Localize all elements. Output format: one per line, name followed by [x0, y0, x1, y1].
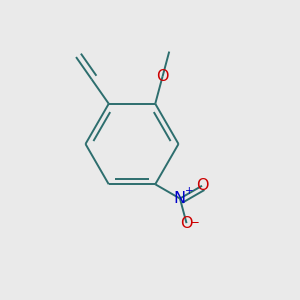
Text: −: −	[190, 216, 200, 229]
Text: O: O	[196, 178, 208, 193]
Text: N: N	[174, 191, 186, 206]
Text: +: +	[184, 186, 193, 196]
Text: O: O	[180, 216, 193, 231]
Text: O: O	[156, 69, 169, 84]
